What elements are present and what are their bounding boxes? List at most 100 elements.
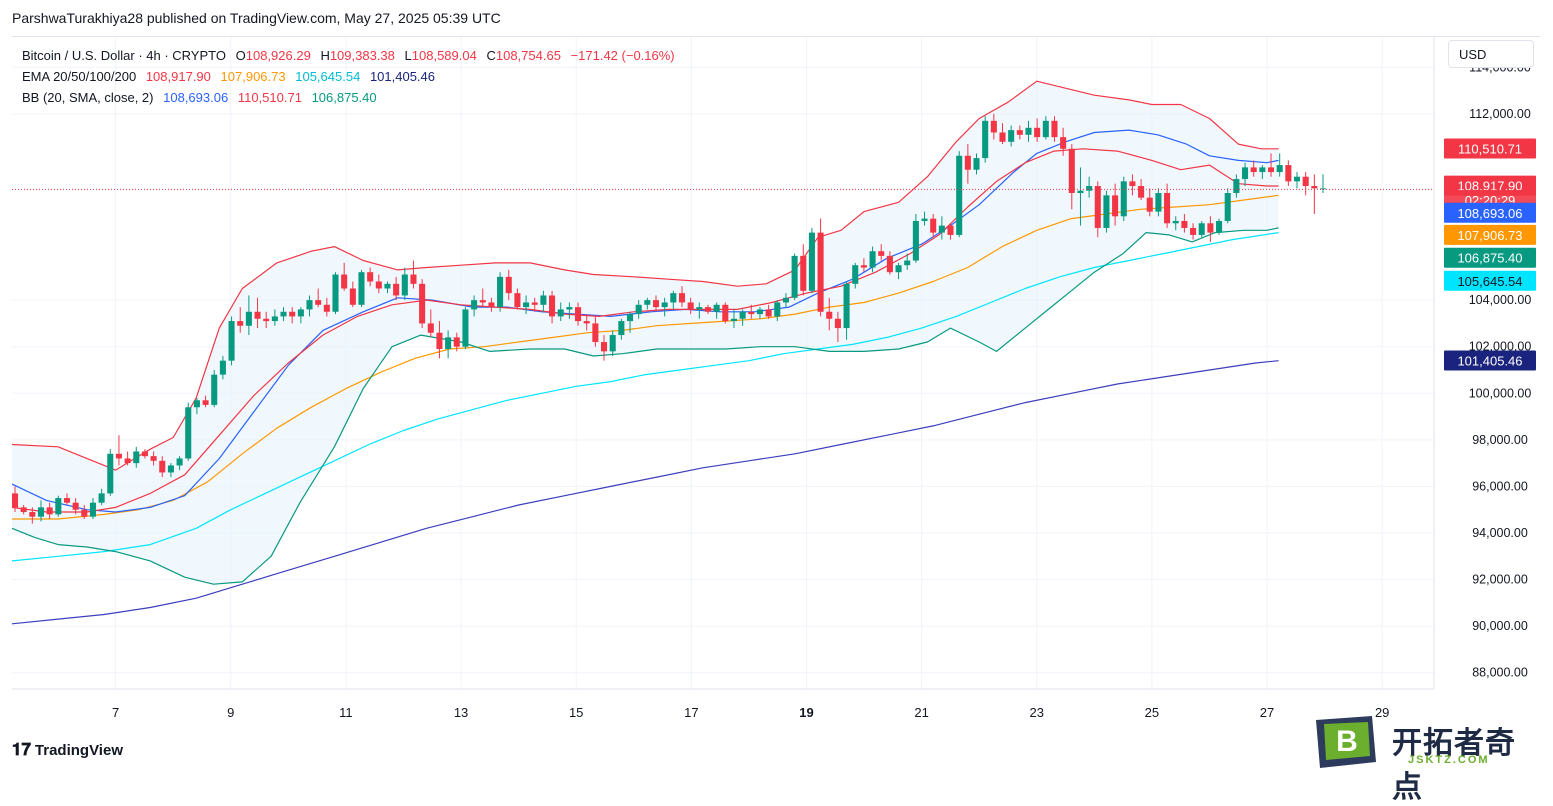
candle-body xyxy=(1094,186,1101,228)
y-tick-label: 90,000.00 xyxy=(1472,619,1528,633)
candle-body xyxy=(1042,120,1049,138)
x-tick-label: 11 xyxy=(339,705,353,720)
candle-body xyxy=(29,512,36,517)
candle-body xyxy=(1016,130,1023,135)
legend-bb-label[interactable]: BB (20, SMA, close, 2) xyxy=(22,90,154,105)
candle-body xyxy=(921,218,928,221)
series-ema50 xyxy=(12,194,1279,520)
candle-body xyxy=(375,281,382,289)
price-label-text: 105,645.54 xyxy=(1457,274,1522,289)
candle-body xyxy=(237,321,244,326)
price-label: 101,405.46 xyxy=(1444,350,1536,371)
candle-body xyxy=(644,300,651,305)
candle-body xyxy=(886,255,893,273)
legend-ema-label[interactable]: EMA 20/50/100/200 xyxy=(22,69,137,84)
indicator-legend: Bitcoin / U.S. Dollar · 4h · CRYPTO O108… xyxy=(22,45,681,108)
candle-body xyxy=(1034,127,1041,138)
x-tick-label: 25 xyxy=(1145,705,1159,720)
chart-frame[interactable]: 114,000.00112,000.00102,000.00104,000.00… xyxy=(12,36,1540,726)
candle-body xyxy=(1172,220,1179,224)
candle-body xyxy=(895,265,902,273)
candle-body xyxy=(202,400,209,405)
candle-body xyxy=(748,311,755,315)
candle-body xyxy=(150,456,157,461)
candle-body xyxy=(1077,190,1084,194)
candle-body xyxy=(1207,223,1214,233)
legend-ema50: 107,906.73 xyxy=(220,69,286,84)
legend-symbol[interactable]: Bitcoin / U.S. Dollar · 4h · CRYPTO xyxy=(22,48,226,63)
watermark-letter: B xyxy=(1336,725,1358,758)
legend-bb-upper: 110,510.71 xyxy=(237,90,302,105)
x-tick-label: 13 xyxy=(454,705,468,720)
legend-change: −171.42 (−0.16%) xyxy=(570,48,675,63)
candle-body xyxy=(1224,193,1231,221)
watermark-logo-icon: B xyxy=(1316,716,1376,768)
tradingview-brand[interactable]: 𝟏𝟕 TradingView xyxy=(12,740,123,760)
candle-body xyxy=(263,318,270,322)
candle-body xyxy=(280,311,287,317)
currency-button[interactable]: USD xyxy=(1448,40,1534,68)
legend-ema20: 108,917.90 xyxy=(145,69,211,84)
candle-body xyxy=(1198,223,1205,235)
candle-body xyxy=(323,304,330,312)
candle-body xyxy=(531,302,538,305)
candle-body xyxy=(167,465,174,473)
candle-body xyxy=(358,272,365,305)
legend-high-label: H xyxy=(320,48,330,63)
price-label: 107,906.73 xyxy=(1444,224,1536,245)
candle-body xyxy=(661,302,668,308)
legend-symbol-row[interactable]: Bitcoin / U.S. Dollar · 4h · CRYPTO O108… xyxy=(22,45,681,66)
candle-body xyxy=(124,458,131,464)
candle-body xyxy=(20,507,27,513)
candle-body xyxy=(523,302,530,308)
candle-body xyxy=(219,360,226,375)
candle-body xyxy=(956,155,963,235)
candle-body xyxy=(549,295,556,317)
price-label-box xyxy=(1444,202,1536,223)
candle-body xyxy=(55,498,62,515)
brand-name: TradingView xyxy=(34,742,123,759)
candle-body xyxy=(410,274,417,284)
legend-bb-row[interactable]: BB (20, SMA, close, 2) 108,693.06 110,51… xyxy=(22,87,681,108)
candle-body xyxy=(1103,195,1110,228)
legend-ema-row[interactable]: EMA 20/50/100/200 108,917.90 107,906.73 … xyxy=(22,66,681,87)
candle-body xyxy=(670,293,677,303)
x-tick-label: 17 xyxy=(684,705,698,720)
candle-body xyxy=(696,307,703,310)
candle-body xyxy=(1068,148,1075,194)
x-tick-label: 23 xyxy=(1030,705,1044,720)
y-tick-label: 102,000.00 xyxy=(1469,340,1532,354)
candle-body xyxy=(540,295,547,305)
candle-body xyxy=(159,460,166,473)
candle-body xyxy=(826,311,833,319)
candle-body xyxy=(1164,193,1171,224)
price-chart[interactable]: 114,000.00112,000.00102,000.00104,000.00… xyxy=(12,37,1540,726)
candle-body xyxy=(1293,176,1301,182)
candle-body xyxy=(89,502,96,517)
candle-body xyxy=(592,323,599,343)
candle-body xyxy=(852,265,859,284)
candle-body xyxy=(271,316,278,322)
legend-ema200: 101,405.46 xyxy=(369,69,436,84)
watermark: B 开拓者奇点 JSKTZ.COM xyxy=(1312,714,1544,805)
candle-body xyxy=(505,276,512,294)
candle-body xyxy=(393,283,400,296)
candle-body xyxy=(1025,127,1032,135)
price-label-box xyxy=(1444,138,1536,159)
candle-body xyxy=(1051,120,1058,138)
candle-body xyxy=(808,232,815,291)
candle-body xyxy=(904,260,911,266)
price-label: 105,645.54 xyxy=(1444,270,1536,291)
candle-body xyxy=(245,311,252,326)
series-ema200 xyxy=(12,360,1279,625)
candle-body xyxy=(566,307,573,310)
candle-body xyxy=(704,307,712,312)
x-tick-label: 15 xyxy=(569,705,583,720)
candle-body xyxy=(1259,167,1266,173)
candle-body xyxy=(63,498,71,503)
price-label: 108,693.06 xyxy=(1444,202,1536,223)
price-label-box xyxy=(1444,224,1536,245)
candle-body xyxy=(834,318,841,329)
candle-body xyxy=(730,318,737,322)
series-bb-basis xyxy=(12,129,1279,513)
